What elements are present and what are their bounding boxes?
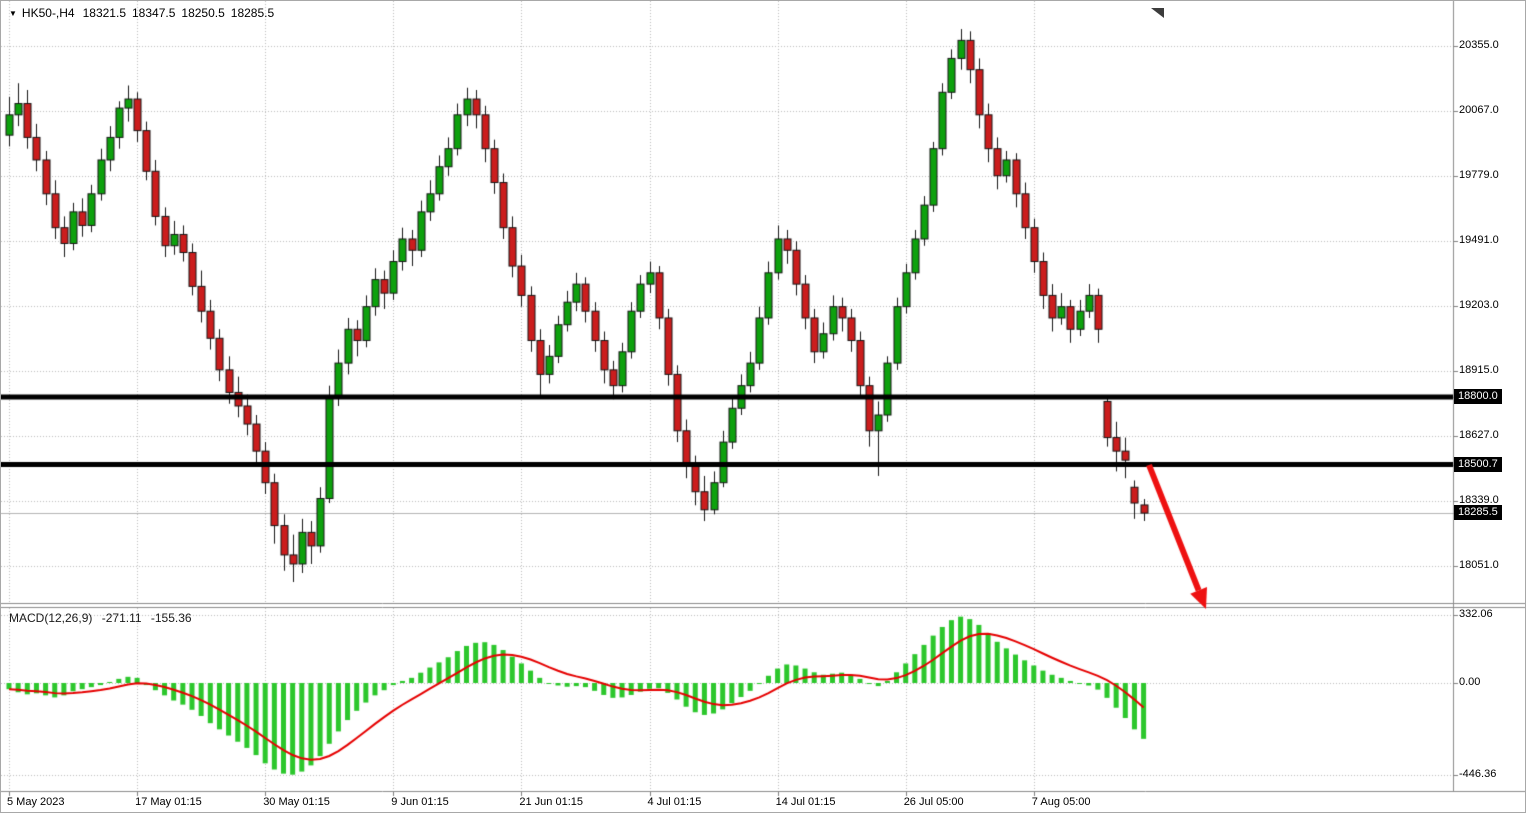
price-axis-label: 20067.0 (1459, 104, 1499, 116)
price-axis-label: 19203.0 (1459, 299, 1499, 311)
chart-shift-icon[interactable] (1151, 8, 1164, 18)
time-axis-label: 17 May 01:15 (135, 796, 202, 808)
ohlc-close: 18285.5 (230, 6, 275, 20)
macd-axis-label: 0.00 (1459, 676, 1481, 688)
time-axis-label: 26 Jul 05:00 (903, 796, 964, 808)
price-axis-label: 18915.0 (1459, 364, 1499, 376)
ohlc-low: 18250.5 (181, 6, 225, 20)
chart-ohlc-header: ▼ HK50-,H4 18321.5 18347.5 18250.5 18285… (9, 6, 280, 20)
macd-value: -271.11 (101, 611, 142, 625)
time-axis[interactable]: 5 May 2023 17 May 01:15 30 May 01:15 9 Jun … (1, 791, 1453, 812)
time-axis-label: 7 Aug 05:00 (1031, 796, 1091, 808)
time-axis-label: 5 May 2023 (7, 796, 65, 808)
macd-signal-value: -155.36 (150, 611, 192, 625)
support-level-tag: 18500.7 (1454, 456, 1502, 472)
time-axis-label: 30 May 01:15 (263, 796, 330, 808)
time-axis-label: 21 Jun 01:15 (519, 796, 584, 808)
price-axis-label: 20355.0 (1459, 39, 1499, 51)
macd-indicator-label: MACD(12,26,9) -271.11 -155.36 (9, 611, 198, 625)
price-axis-label: 18339.0 (1459, 494, 1499, 506)
time-axis-label: 4 Jul 01:15 (647, 796, 702, 808)
macd-name: MACD(12,26,9) (9, 611, 93, 625)
ohlc-high: 18347.5 (132, 6, 176, 20)
price-axis[interactable]: 20355.0 20067.0 19779.0 19491.0 19203.0 18915… (1453, 1, 1525, 791)
symbol-dropdown-icon[interactable]: ▼ (9, 8, 17, 18)
current-price-tag: 18285.5 (1454, 505, 1502, 521)
price-axis-label: 19779.0 (1459, 169, 1499, 181)
time-axis-label: 14 Jul 01:15 (775, 796, 836, 808)
price-axis-label: 18627.0 (1459, 429, 1499, 441)
time-axis-label: 9 Jun 01:15 (391, 796, 449, 808)
symbol-timeframe-label: HK50-,H4 (21, 6, 75, 20)
macd-axis-label: -446.36 (1459, 767, 1497, 780)
ohlc-open: 18321.5 (82, 6, 126, 20)
price-axis-label: 19491.0 (1459, 234, 1499, 246)
macd-axis-label: 332.06 (1459, 607, 1493, 620)
price-axis-label: 18051.0 (1459, 559, 1499, 571)
resistance-level-tag: 18800.0 (1454, 388, 1502, 404)
